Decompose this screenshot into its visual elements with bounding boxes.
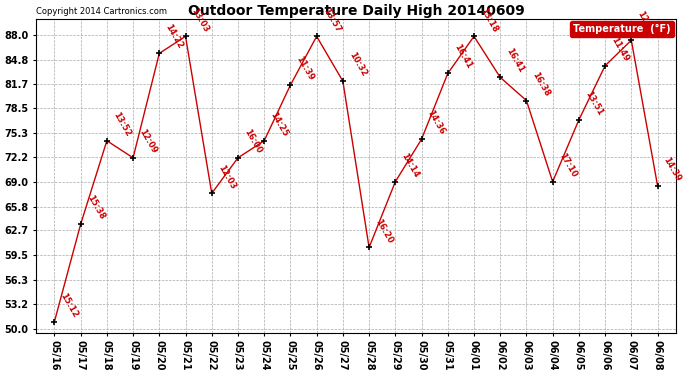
Text: 15:38: 15:38 bbox=[85, 194, 106, 222]
Text: 17:10: 17:10 bbox=[557, 152, 578, 179]
Text: 14:14: 14:14 bbox=[400, 151, 421, 179]
Text: 12:09: 12:09 bbox=[137, 128, 158, 155]
Text: 16:00: 16:00 bbox=[242, 128, 264, 155]
Text: 16:41: 16:41 bbox=[504, 47, 526, 75]
Text: 16:38: 16:38 bbox=[531, 70, 552, 98]
Text: 15:12: 15:12 bbox=[59, 291, 80, 319]
Text: 16:20: 16:20 bbox=[373, 217, 395, 245]
Text: 14:22: 14:22 bbox=[164, 23, 185, 51]
Text: 13:52: 13:52 bbox=[111, 110, 132, 138]
Text: 10:32: 10:32 bbox=[347, 51, 368, 78]
Text: 14:36: 14:36 bbox=[426, 109, 447, 136]
Text: 12:03: 12:03 bbox=[216, 163, 237, 190]
Text: 13:57: 13:57 bbox=[321, 6, 342, 34]
Text: 16:41: 16:41 bbox=[452, 43, 473, 71]
Text: 14:25: 14:25 bbox=[268, 110, 290, 138]
Text: 13:03: 13:03 bbox=[190, 6, 210, 34]
Legend: Temperature  (°F): Temperature (°F) bbox=[571, 21, 674, 37]
Text: Copyright 2014 Cartronics.com: Copyright 2014 Cartronics.com bbox=[36, 7, 167, 16]
Text: 13:51: 13:51 bbox=[583, 89, 604, 117]
Title: Outdoor Temperature Daily High 20140609: Outdoor Temperature Daily High 20140609 bbox=[188, 4, 524, 18]
Text: 14:39: 14:39 bbox=[662, 155, 683, 183]
Text: 11:49: 11:49 bbox=[609, 35, 631, 63]
Text: 11:39: 11:39 bbox=[295, 55, 316, 82]
Text: 13:18: 13:18 bbox=[478, 6, 500, 34]
Text: 12:41: 12:41 bbox=[635, 10, 657, 38]
